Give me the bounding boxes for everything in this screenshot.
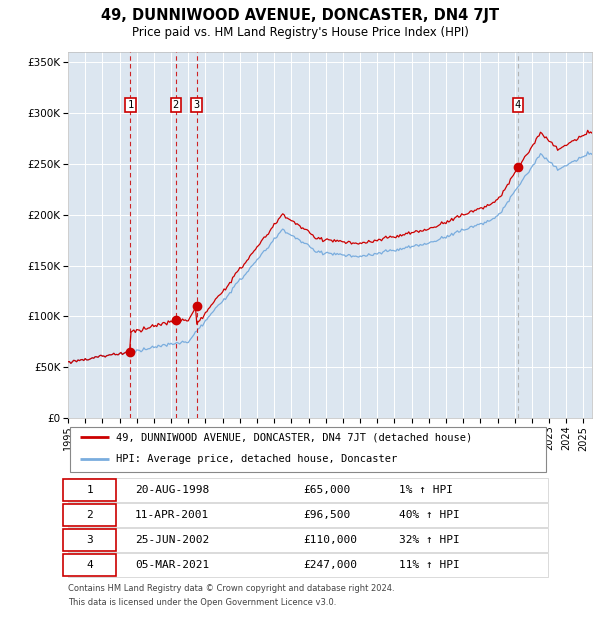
Text: HPI: Average price, detached house, Doncaster: HPI: Average price, detached house, Donc… — [116, 454, 397, 464]
FancyBboxPatch shape — [63, 479, 116, 500]
Text: 4: 4 — [86, 560, 93, 570]
FancyBboxPatch shape — [68, 528, 548, 552]
Text: This data is licensed under the Open Government Licence v3.0.: This data is licensed under the Open Gov… — [68, 598, 337, 607]
Text: £247,000: £247,000 — [303, 560, 357, 570]
Text: 40% ↑ HPI: 40% ↑ HPI — [399, 510, 460, 520]
Text: 49, DUNNIWOOD AVENUE, DONCASTER, DN4 7JT (detached house): 49, DUNNIWOOD AVENUE, DONCASTER, DN4 7JT… — [116, 432, 472, 442]
Text: £65,000: £65,000 — [303, 485, 350, 495]
FancyBboxPatch shape — [68, 553, 548, 577]
Text: 20-AUG-1998: 20-AUG-1998 — [135, 485, 209, 495]
Text: 49, DUNNIWOOD AVENUE, DONCASTER, DN4 7JT: 49, DUNNIWOOD AVENUE, DONCASTER, DN4 7JT — [101, 8, 499, 23]
Text: 05-MAR-2021: 05-MAR-2021 — [135, 560, 209, 570]
Text: 11% ↑ HPI: 11% ↑ HPI — [399, 560, 460, 570]
Text: 2: 2 — [86, 510, 93, 520]
Text: 1: 1 — [127, 100, 134, 110]
FancyBboxPatch shape — [68, 478, 548, 502]
Text: £96,500: £96,500 — [303, 510, 350, 520]
Text: 11-APR-2001: 11-APR-2001 — [135, 510, 209, 520]
Text: 4: 4 — [515, 100, 521, 110]
Text: 1% ↑ HPI: 1% ↑ HPI — [399, 485, 453, 495]
Text: 2: 2 — [173, 100, 179, 110]
Text: 3: 3 — [193, 100, 200, 110]
FancyBboxPatch shape — [63, 554, 116, 575]
FancyBboxPatch shape — [68, 503, 548, 527]
Text: £110,000: £110,000 — [303, 535, 357, 545]
Text: Price paid vs. HM Land Registry's House Price Index (HPI): Price paid vs. HM Land Registry's House … — [131, 26, 469, 39]
Text: 25-JUN-2002: 25-JUN-2002 — [135, 535, 209, 545]
FancyBboxPatch shape — [63, 505, 116, 526]
Text: 32% ↑ HPI: 32% ↑ HPI — [399, 535, 460, 545]
FancyBboxPatch shape — [63, 529, 116, 551]
Text: Contains HM Land Registry data © Crown copyright and database right 2024.: Contains HM Land Registry data © Crown c… — [68, 584, 395, 593]
FancyBboxPatch shape — [70, 427, 545, 471]
Text: 1: 1 — [86, 485, 93, 495]
Text: 3: 3 — [86, 535, 93, 545]
